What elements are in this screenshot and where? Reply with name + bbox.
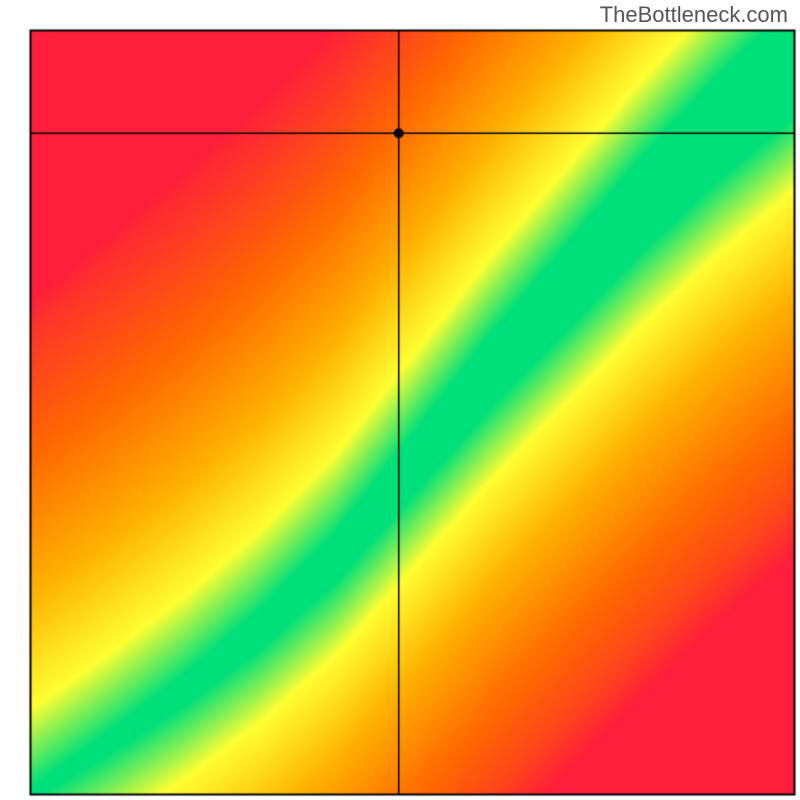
- chart-container: TheBottleneck.com: [0, 0, 800, 800]
- watermark-text: TheBottleneck.com: [600, 2, 788, 28]
- chart-overlay: [0, 0, 800, 800]
